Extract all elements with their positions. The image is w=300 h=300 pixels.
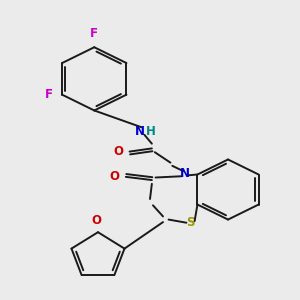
Text: S: S xyxy=(187,216,195,229)
Text: O: O xyxy=(109,170,119,183)
Text: O: O xyxy=(113,145,123,158)
Text: F: F xyxy=(90,27,98,40)
Text: O: O xyxy=(91,214,101,226)
Text: F: F xyxy=(45,88,53,101)
Text: H: H xyxy=(146,124,156,137)
Text: N: N xyxy=(134,124,144,137)
Text: N: N xyxy=(180,167,190,180)
